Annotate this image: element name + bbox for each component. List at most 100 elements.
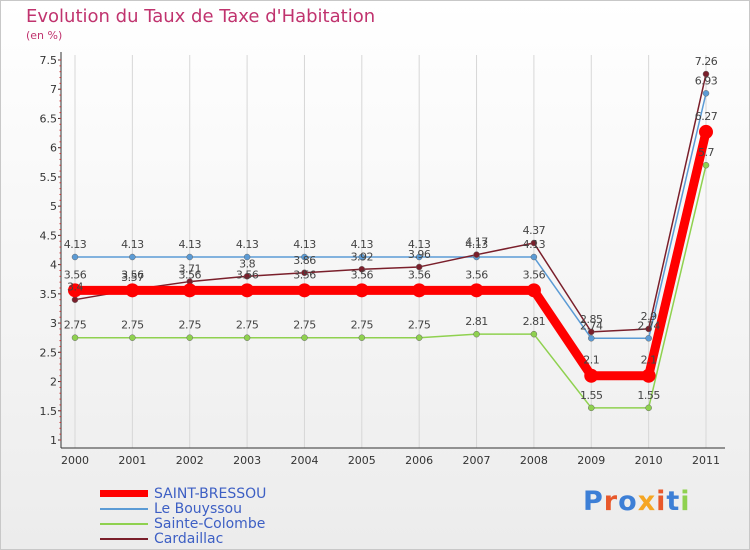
- x-tick-label: 2005: [348, 454, 376, 467]
- data-point: [645, 404, 652, 412]
- series-lines: [68, 70, 713, 412]
- data-point: [186, 253, 193, 261]
- data-point: [699, 124, 713, 139]
- data-point: [186, 334, 193, 341]
- data-label: 2.1: [641, 354, 657, 367]
- y-tick-label: 5.5: [40, 171, 58, 184]
- data-label: 2.74: [637, 319, 660, 332]
- data-point: [473, 251, 480, 258]
- logo-letter: t: [666, 486, 681, 517]
- legend-swatch: [100, 537, 148, 540]
- x-tick-label: 2011: [692, 454, 720, 467]
- y-tick-label: 2.5: [40, 346, 58, 359]
- data-point: [129, 253, 136, 261]
- data-point: [412, 283, 427, 298]
- data-point: [358, 334, 366, 341]
- data-label: 3.86: [293, 254, 316, 267]
- data-label: 3.96: [408, 248, 431, 261]
- data-point: [240, 283, 255, 298]
- data-point: [71, 253, 79, 261]
- data-point: [297, 283, 312, 298]
- data-label: 4.13: [293, 238, 316, 251]
- x-tick-label: 2007: [463, 454, 491, 467]
- y-tick-label: 4: [50, 259, 57, 272]
- series-line-le bouyssou: [75, 93, 707, 340]
- data-label: 2.81: [523, 315, 546, 328]
- logo-letter: i: [680, 486, 691, 517]
- data-point: [702, 70, 710, 78]
- data-label: 2.75: [121, 319, 144, 332]
- data-label: 4.13: [236, 238, 259, 251]
- data-point: [71, 334, 79, 341]
- data-label: 2.75: [64, 319, 87, 332]
- data-point: [473, 330, 480, 338]
- y-tick-label: 6.5: [40, 112, 58, 125]
- data-label: 2.85: [580, 313, 603, 326]
- data-label: 3.56: [178, 268, 201, 281]
- x-tick-label: 2009: [577, 454, 605, 467]
- y-tick-label: 3: [50, 317, 57, 330]
- x-tick-label: 2002: [176, 454, 204, 467]
- y-tick-label: 1.5: [40, 405, 58, 418]
- data-point: [645, 335, 652, 342]
- data-label: 1.55: [580, 389, 603, 402]
- data-point: [530, 330, 538, 338]
- data-point: [125, 283, 140, 298]
- data-point: [415, 334, 423, 341]
- legend-label: Sainte-Colombe: [154, 515, 266, 532]
- data-point: [301, 253, 308, 261]
- y-tick-label: 1: [50, 434, 57, 447]
- legend-swatch: [100, 490, 148, 497]
- y-tick-label: 4.5: [40, 229, 58, 242]
- data-label: 2.75: [178, 319, 201, 332]
- legend-label: Le Bouyssou: [154, 500, 242, 517]
- data-point: [588, 404, 595, 412]
- data-label: 2.81: [465, 315, 488, 328]
- data-point: [584, 368, 599, 383]
- data-label: 2.9: [641, 310, 657, 323]
- data-point: [358, 253, 366, 261]
- data-label: 6.93: [695, 74, 718, 87]
- data-label: 2.75: [351, 319, 374, 332]
- data-label: 2.75: [236, 319, 259, 332]
- data-label: 2.74: [580, 319, 603, 332]
- legend-item-sainte-colombe: Sainte-Colombe: [100, 515, 266, 532]
- data-label: 7.26: [695, 55, 718, 68]
- legend-item-le-bouyssou: Le Bouyssou: [100, 500, 242, 517]
- data-point: [641, 368, 656, 383]
- data-label: 2.75: [408, 319, 431, 332]
- data-point: [354, 283, 369, 298]
- data-label: 3.71: [178, 263, 201, 276]
- legend-item-cardaillac: Cardaillac: [100, 530, 224, 547]
- data-point: [588, 328, 595, 336]
- data-point: [243, 273, 251, 280]
- data-label: 4.13: [408, 238, 431, 251]
- data-label: 3.56: [236, 268, 259, 281]
- data-point: [702, 90, 710, 97]
- data-label: 4.13: [121, 238, 144, 251]
- data-point: [68, 283, 82, 298]
- proxiti-logo: Proxiti: [583, 486, 691, 517]
- data-label: 4.13: [465, 238, 488, 251]
- data-label: 1.55: [637, 389, 660, 402]
- x-tick-label: 2008: [520, 454, 548, 467]
- legend-label: Cardaillac: [154, 530, 224, 547]
- legend-item-saint-bressou: SAINT-BRESSOU: [100, 485, 267, 502]
- data-label: 5.7: [698, 146, 714, 159]
- x-tick-label: 2004: [290, 454, 318, 467]
- logo-letter: i: [656, 486, 667, 517]
- x-tick-label: 2003: [233, 454, 261, 467]
- data-label: 3.56: [293, 268, 316, 281]
- legend-label: SAINT-BRESSOU: [154, 485, 267, 502]
- data-point: [182, 283, 197, 298]
- y-tick-label: 6: [50, 142, 57, 155]
- series-line-cardaillac: [74, 73, 707, 333]
- data-point: [301, 269, 308, 277]
- logo-letter: o: [618, 486, 638, 517]
- data-point: [358, 266, 366, 273]
- data-point: [469, 283, 484, 298]
- data-point: [415, 263, 423, 271]
- y-tick-label: 7: [50, 83, 57, 96]
- data-label: 3.56: [523, 268, 546, 281]
